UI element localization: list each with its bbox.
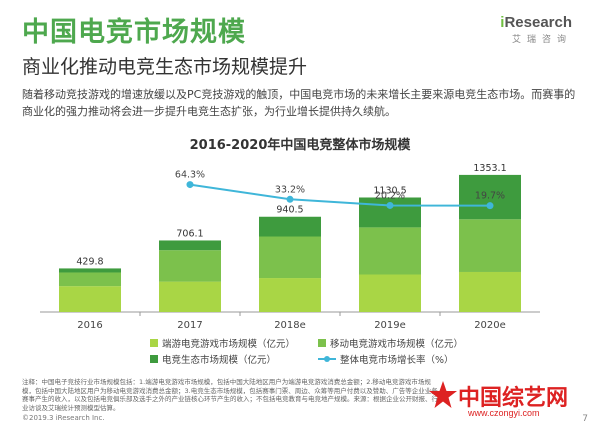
growth-rate-line	[189, 183, 491, 207]
bar-segment-2018e-series-1	[259, 236, 321, 279]
page-subheading: 商业化推动电竞生态市场规模提升	[22, 56, 308, 78]
chart-title: 2016-2020年中国电竞整体市场规模	[189, 138, 411, 153]
legend-item-growth: 整体电竞市场增长率（%）	[318, 352, 454, 366]
category-label-2019e: 2019e	[374, 320, 406, 331]
category-label-2016: 2016	[77, 320, 102, 331]
market-size-chart: 429.8 2016 706.1 2017 940.5 2018e 1130.5 2019e 1…	[40, 163, 540, 331]
copyright: ©2019.3 iResearch Inc.	[22, 414, 105, 422]
iresearch-logo: iResearch 艾瑞咨询	[500, 14, 572, 45]
legend-label-mobile: 移动电竞游戏市场规模（亿元）	[330, 339, 464, 350]
growth-label-2017: 64.3%	[175, 170, 205, 181]
bar-segment-2018e-series-0	[259, 278, 321, 312]
total-label-2018e: 940.5	[276, 205, 303, 216]
star-icon	[429, 381, 457, 408]
logo-subtitle: 艾瑞咨询	[511, 35, 572, 45]
total-label-2016: 429.8	[76, 256, 103, 267]
bar-segment-2018e-series-2	[259, 216, 321, 237]
legend-label-ecosystem: 电竞生态市场规模（亿元）	[162, 355, 277, 366]
legend-swatch-ecosystem	[150, 355, 158, 363]
growth-label-2019e: 20.2%	[375, 190, 405, 201]
legend-swatch-mobile	[318, 339, 326, 347]
bar-segment-2020e-series-2	[459, 174, 521, 220]
bar-segment-2016-series-0	[59, 286, 121, 312]
growth-point-2018e	[286, 195, 294, 203]
chart-notes: 注释：中国电子竞技行业市场规模包括：1.端游电竞游戏市场规模，包括中国大陆地区用…	[22, 378, 438, 412]
bar-segment-2016-series-2	[59, 268, 121, 273]
growth-label-2018e: 33.2%	[275, 184, 305, 195]
site-watermark: 中国综艺网 www.czongyi.com	[428, 380, 578, 424]
logo-name: iResearch	[500, 14, 572, 31]
bar-segment-2020e-series-0	[459, 271, 521, 312]
bar-segment-2019e-series-1	[359, 227, 421, 275]
legend-item-pc: 端游电竞游戏市场规模（亿元）	[150, 336, 295, 350]
growth-point-2019e	[386, 201, 394, 209]
page-number: 7	[582, 414, 588, 424]
bar-segment-2020e-series-1	[459, 219, 521, 272]
total-label-2020e: 1353.1	[473, 163, 506, 174]
legend-label-pc: 端游电竞游戏市场规模（亿元）	[162, 339, 296, 350]
bar-segment-2017-series-2	[159, 240, 221, 251]
page-heading: 中国电竞市场规模	[22, 17, 246, 48]
category-label-2018e: 2018e	[274, 320, 306, 331]
bar-segment-2017-series-0	[159, 281, 221, 312]
growth-point-2020e	[486, 202, 494, 210]
legend-item-ecosystem: 电竞生态市场规模（亿元）	[150, 352, 276, 366]
legend-swatch-pc	[150, 339, 158, 347]
growth-point-2017	[186, 181, 194, 189]
bar-segment-2016-series-1	[59, 272, 121, 287]
total-label-2017: 706.1	[176, 228, 203, 239]
bar-segment-2019e-series-0	[359, 274, 421, 312]
watermark-url: www.czongyi.com	[468, 408, 540, 418]
legend-label-growth: 整体电竞市场增长率（%）	[340, 355, 454, 366]
legend-swatch-growth	[318, 355, 336, 363]
category-label-2020e: 2020e	[474, 320, 506, 331]
growth-label-2020e: 19.7%	[475, 191, 505, 202]
legend-item-mobile: 移动电竞游戏市场规模（亿元）	[318, 336, 463, 350]
summary-paragraph: 随着移动竞技游戏的增速放缓以及PC竞技游戏的触顶，中国电竞市场的未来增长主要来源…	[22, 88, 576, 118]
watermark-text: 中国综艺网	[458, 385, 569, 411]
category-label-2017: 2017	[177, 320, 202, 331]
total-label-2019e: 1130.5	[373, 185, 406, 196]
bar-segment-2017-series-1	[159, 250, 221, 282]
